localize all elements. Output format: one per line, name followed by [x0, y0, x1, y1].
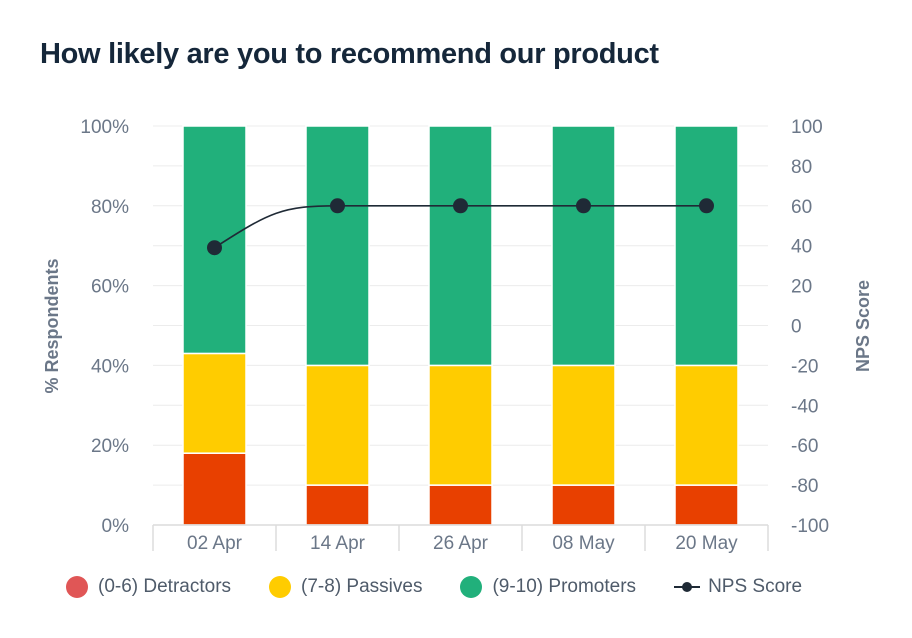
y2-tick-label: -60 — [791, 436, 818, 457]
axes: 02 Apr 14 Apr 26 Apr 08 May 20 May 0% 20% 40% 60… — [80, 117, 829, 554]
bar-promoters-3 — [551, 125, 616, 367]
chart-legend: (0-6) Detractors (7-8) Passives (9-10) P… — [66, 576, 802, 598]
legend-item-detractors[interactable]: (0-6) Detractors — [66, 576, 231, 598]
y-tick-label: 20% — [91, 436, 129, 457]
y2-tick-label: -100 — [791, 516, 829, 537]
legend-item-passives[interactable]: (7-8) Passives — [269, 576, 422, 598]
bar-passives-4 — [674, 364, 739, 486]
y-axis-title: % Respondents — [42, 258, 62, 393]
bar-passives-0 — [182, 352, 247, 454]
nps-chart: 02 Apr 14 Apr 26 Apr 08 May 20 May 0% 20% 40% 60… — [42, 117, 873, 554]
legend-swatch-promoters — [460, 576, 483, 598]
bar-promoters-1 — [305, 125, 370, 367]
y2-tick-label: 60 — [791, 197, 812, 218]
bar-promoters-2 — [428, 125, 493, 367]
x-tick-label: 08 May — [552, 533, 615, 554]
y2-tick-label: 20 — [791, 277, 812, 298]
nps-point-2 — [453, 198, 468, 214]
bar-detractors-2 — [428, 484, 493, 526]
y2-tick-label: -80 — [791, 476, 818, 497]
x-tick-label: 02 Apr — [187, 533, 243, 554]
bar-promoters-0 — [182, 125, 247, 355]
x-tick-label: 20 May — [675, 533, 738, 554]
y2-axis-title: NPS Score — [853, 280, 873, 372]
bar-passives-3 — [551, 364, 616, 486]
nps-line — [207, 198, 714, 256]
legend-swatch-nps-score — [674, 576, 701, 598]
bar-passives-2 — [428, 364, 493, 486]
nps-point-0 — [207, 240, 222, 256]
nps-point-1 — [330, 198, 345, 214]
legend-item-nps-score[interactable]: NPS Score — [674, 576, 802, 598]
legend-label-nps-score: NPS Score — [708, 576, 803, 597]
bar-detractors-0 — [182, 452, 247, 526]
legend-item-promoters[interactable]: (9-10) Promoters — [460, 576, 636, 598]
bar-detractors-1 — [305, 484, 370, 526]
y-tick-label: 0% — [102, 516, 130, 537]
y-tick-label: 60% — [91, 277, 129, 298]
y-tick-label: 80% — [91, 197, 129, 218]
y2-tick-label: 100 — [791, 117, 823, 138]
y2-tick-label: 80 — [791, 157, 812, 178]
bar-passives-1 — [305, 364, 370, 486]
bar-promoters-4 — [674, 125, 739, 367]
x-tick-label: 26 Apr — [433, 533, 489, 554]
y2-tick-label: 0 — [791, 317, 802, 338]
legend-label-promoters: (9-10) Promoters — [492, 576, 637, 597]
x-tick-label: 14 Apr — [310, 533, 366, 554]
y2-tick-label: -20 — [791, 356, 818, 377]
y-tick-label: 40% — [91, 356, 129, 377]
stacked-bars — [182, 125, 739, 526]
bar-detractors-3 — [551, 484, 616, 526]
nps-point-3 — [576, 198, 591, 214]
bar-detractors-4 — [674, 484, 739, 526]
y-tick-label: 100% — [80, 117, 129, 138]
legend-swatch-detractors — [66, 576, 88, 598]
legend-label-passives: (7-8) Passives — [301, 576, 423, 597]
y2-tick-label: 40 — [791, 237, 812, 258]
legend-swatch-passives — [269, 576, 292, 598]
chart-title: How likely are you to recommend our prod… — [40, 38, 659, 70]
nps-point-4 — [699, 198, 714, 214]
legend-label-detractors: (0-6) Detractors — [98, 576, 232, 597]
y2-tick-label: -40 — [791, 396, 818, 417]
